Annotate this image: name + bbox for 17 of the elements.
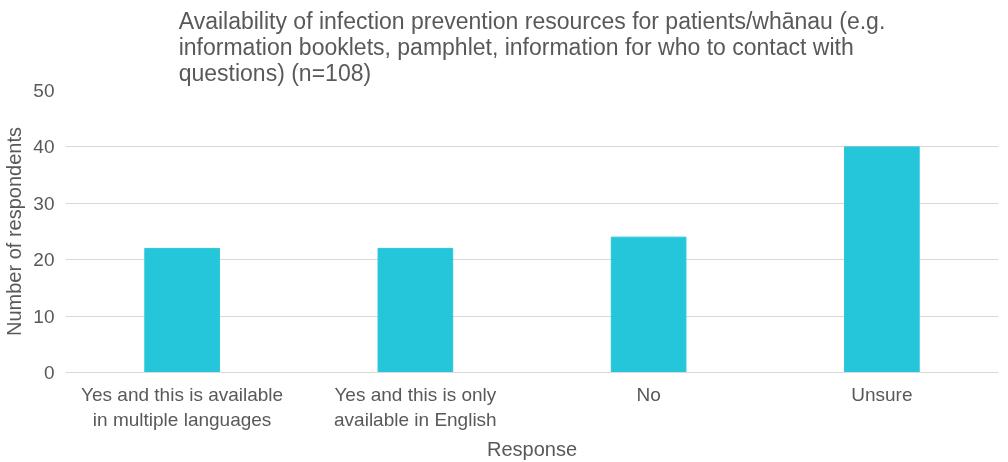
bar bbox=[144, 247, 220, 373]
y-tick-label: 40 bbox=[33, 136, 55, 158]
bar bbox=[610, 236, 687, 373]
chart-title: Availability of infection prevention resources for patients/whānau (e.g. information booklets, pamphlet, information for who to contact with questions) (n=108) bbox=[178, 7, 886, 86]
x-tick-label: Yes and this is only available in English bbox=[334, 383, 497, 430]
y-tick-label: 0 bbox=[43, 362, 55, 383]
y-tick-label: 30 bbox=[33, 192, 55, 214]
x-axis-title: Response bbox=[486, 437, 578, 460]
x-tick-label: Unsure bbox=[851, 383, 913, 405]
x-tick-label: No bbox=[636, 383, 661, 405]
bar bbox=[844, 146, 920, 373]
y-tick-label: 10 bbox=[33, 305, 55, 327]
x-tick-label: Yes and this is available in multiple languages bbox=[81, 383, 284, 430]
y-tick-label: 20 bbox=[33, 249, 55, 271]
bar bbox=[377, 247, 454, 373]
y-axis-title: Number of respondents bbox=[3, 126, 26, 336]
y-tick-label: 50 bbox=[33, 80, 55, 101]
